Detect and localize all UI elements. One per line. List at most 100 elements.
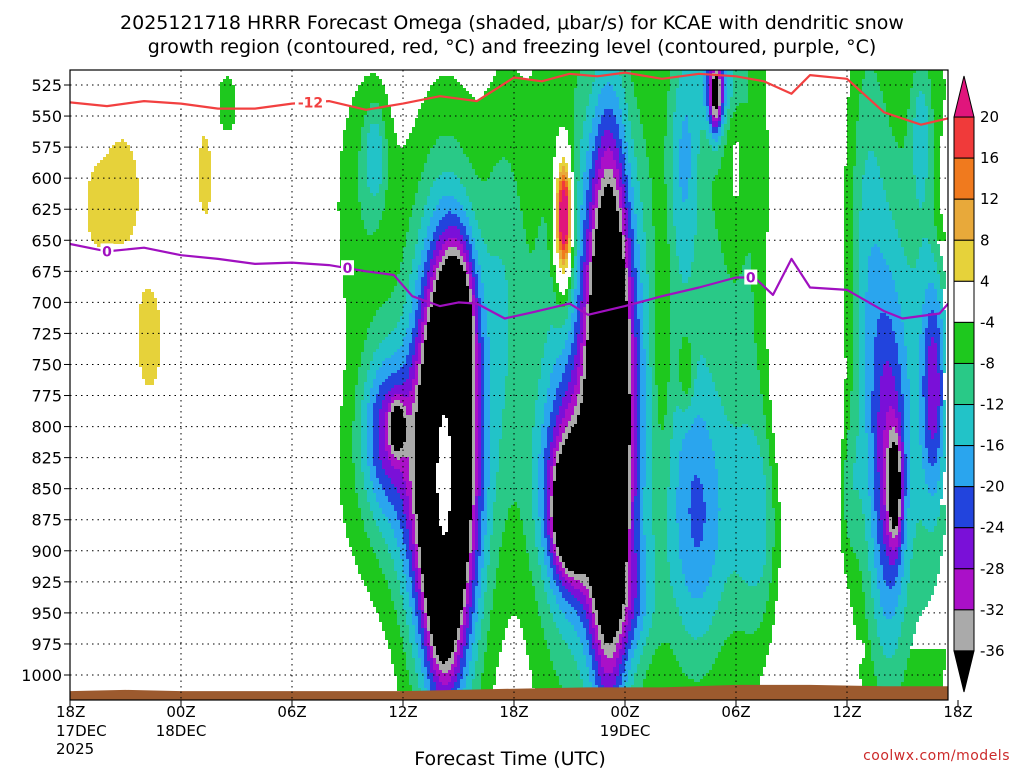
omega-cell: [892, 373, 901, 376]
omega-cell: [436, 283, 466, 286]
omega-cell: [415, 385, 418, 388]
omega-cell: [844, 172, 853, 175]
omega-cell: [748, 85, 766, 88]
omega-cell: [484, 295, 508, 298]
omega-cell: [676, 409, 682, 412]
omega-cell: [640, 322, 643, 325]
omega-cell: [367, 229, 376, 232]
omega-cell: [580, 205, 586, 208]
omega-cell: [559, 169, 562, 172]
omega-cell: [943, 364, 946, 367]
omega-cell: [403, 253, 415, 256]
omega-cell: [478, 289, 484, 292]
omega-cell: [463, 205, 472, 208]
omega-cell: [574, 298, 577, 301]
omega-cell: [934, 112, 943, 115]
omega-cell: [649, 292, 655, 295]
omega-cell: [622, 112, 628, 115]
omega-cell: [481, 310, 487, 313]
omega-cell: [379, 226, 409, 229]
omega-cell: [859, 310, 865, 313]
omega-cell: [463, 259, 466, 262]
omega-cell: [421, 259, 427, 262]
omega-cell: [586, 247, 589, 250]
omega-cell: [634, 385, 637, 388]
omega-cell: [844, 268, 853, 271]
omega-cell: [850, 391, 859, 394]
omega-cell: [343, 286, 394, 289]
omega-cell: [580, 244, 583, 247]
omega-cell: [658, 400, 667, 403]
omega-cell: [670, 304, 754, 307]
omega-cell: [355, 394, 364, 397]
omega-cell: [871, 415, 877, 418]
omega-cell: [880, 388, 895, 391]
omega-cell: [532, 73, 580, 76]
omega-cell: [487, 328, 508, 331]
omega-cell: [604, 130, 610, 133]
omega-cell: [733, 82, 748, 85]
omega-cell: [931, 244, 940, 247]
omega-cell: [859, 409, 865, 412]
omega-cell: [625, 124, 631, 127]
omega-cell: [505, 268, 550, 271]
omega-cell: [928, 316, 937, 319]
omega-cell: [433, 265, 439, 268]
omega-cell: [919, 247, 931, 250]
omega-cell: [421, 361, 424, 364]
omega-cell: [928, 352, 937, 355]
omega-cell: [724, 151, 733, 154]
omega-cell: [472, 328, 475, 331]
omega-cell: [856, 133, 892, 136]
omega-cell: [409, 313, 415, 316]
omega-cell: [901, 373, 907, 376]
omega-cell: [418, 325, 421, 328]
omega-cell: [628, 328, 631, 331]
omega-cell: [412, 334, 418, 337]
omega-cell: [478, 355, 481, 358]
omega-cell: [508, 313, 568, 316]
omega-cell: [571, 268, 574, 271]
omega-cell: [631, 295, 634, 298]
omega-cell: [928, 370, 937, 373]
omega-cell: [421, 283, 427, 286]
omega-cell: [709, 70, 712, 73]
omega-cell: [700, 355, 703, 358]
omega-cell: [415, 253, 421, 256]
omega-cell: [631, 298, 634, 301]
omega-cell: [865, 328, 877, 331]
omega-cell: [706, 133, 712, 136]
omega-cell: [580, 385, 583, 388]
omega-cell: [427, 250, 433, 253]
omega-cell: [358, 193, 373, 196]
omega-cell: [358, 370, 367, 373]
omega-cell: [586, 235, 589, 238]
omega-cell: [901, 385, 910, 388]
omega-cell: [430, 259, 436, 262]
omega-cell: [628, 346, 631, 349]
omega-cell: [589, 142, 595, 145]
omega-cell: [643, 295, 649, 298]
omega-cell: [925, 196, 934, 199]
omega-cell: [919, 355, 925, 358]
omega-cell: [145, 379, 154, 382]
omega-cell: [343, 145, 361, 148]
omega-cell: [370, 361, 382, 364]
omega-cell: [703, 97, 706, 100]
omega-cell: [403, 415, 415, 418]
omega-cell: [649, 283, 655, 286]
omega-cell: [523, 226, 538, 229]
omega-cell: [478, 250, 487, 253]
omega-cell: [574, 289, 580, 292]
omega-cell: [418, 238, 424, 241]
omega-cell: [346, 364, 361, 367]
omega-cell: [427, 91, 469, 94]
omega-cell: [847, 130, 856, 133]
omega-cell: [637, 163, 649, 166]
omega-cell: [619, 127, 625, 130]
omega-cell: [595, 235, 622, 238]
omega-cell: [577, 199, 583, 202]
omega-cell: [562, 187, 568, 190]
omega-cell: [529, 250, 532, 253]
omega-cell: [472, 235, 481, 238]
